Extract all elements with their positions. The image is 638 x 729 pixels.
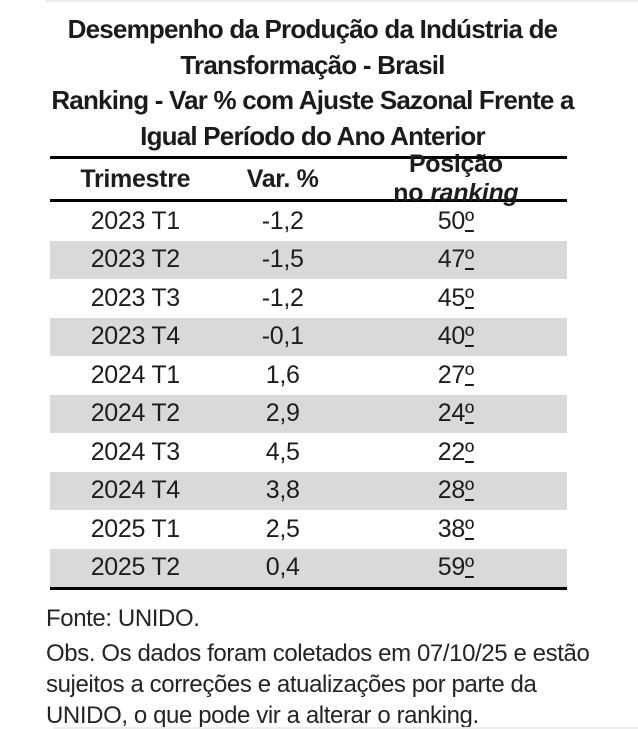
bottom-edge-artifact [53,727,638,729]
obs-line-1: Obs. Os dados foram coletados em 07/10/2… [46,640,590,667]
cell-trimestre: 2023 T2 [90,245,180,274]
cell-posicao: 40º [345,322,567,351]
table-row: 2023 T1 -1,2 50º [50,202,567,241]
ordinal-indicator: º [465,206,474,235]
cell-trimestre: 2024 T4 [90,476,180,505]
cell-var: 2,5 [265,514,300,543]
cell-posicao-number: 40 [437,322,466,351]
ranking-table: Trimestre Var. % Posição no ranking 2023 … [50,150,567,590]
table-row: 2024 T3 4,5 22º [50,433,567,472]
cell-posicao-number: 45 [437,283,466,312]
table-row: 2025 T1 2,5 38º [50,510,567,549]
ordinal-indicator: º [465,553,474,582]
ordinal-indicator: º [465,399,474,428]
cell-var: 1,6 [265,360,300,389]
cell-var: -1,2 [261,206,304,235]
col-header-posicao-text: Posição no [393,150,503,207]
title-line-1: Desempenho da Produção da Indústria de [67,14,559,44]
cell-var: 2,9 [265,399,300,428]
cell-var: 4,5 [265,437,300,466]
cell-var: -1,5 [261,245,304,274]
cell-trimestre: 2025 T2 [90,553,180,582]
col-header-posicao-ranking: Posição no ranking [345,150,567,208]
title-line-3: Ranking - Var % com Ajuste Sazonal Frent… [51,85,574,115]
col-header-var: Var. % [246,164,319,193]
ordinal-indicator: º [465,360,474,389]
ordinal-indicator: º [465,514,474,543]
table-row: 2024 T2 2,9 24º [50,394,567,433]
cell-posicao: 47º [345,245,567,274]
table-row: 2025 T2 0,4 59º [50,548,567,587]
obs-line-3: UNIDO, o que pode vir a alterar o rankin… [46,702,479,729]
cell-posicao: 27º [345,361,567,390]
cell-trimestre: 2025 T1 [90,514,180,543]
cell-trimestre: 2024 T2 [90,399,180,428]
title-line-4: Igual Período do Ano Anterior [140,120,485,151]
cell-posicao: 59º [345,553,567,582]
cell-var: -0,1 [261,322,304,351]
cell-trimestre: 2023 T1 [90,206,180,235]
cell-posicao-number: 28 [437,476,466,505]
ordinal-indicator: º [465,476,474,505]
table-row: 2024 T4 3,8 28º [50,471,567,510]
cell-var: 0,4 [265,553,300,582]
title-line-2: Transformação - Brasil [180,49,445,80]
cell-trimestre: 2023 T3 [90,283,180,312]
obs-line-2: sujeitos a correções e atualizações por … [46,671,537,698]
cell-posicao: 50º [345,207,567,236]
observation-note: Obs. Os dados foram coletados em 07/10/2… [46,638,590,729]
cell-posicao-number: 27 [437,360,466,389]
col-header-ranking-italic: ranking [430,179,519,207]
cell-trimestre: 2023 T4 [90,322,180,351]
col-header-trimestre: Trimestre [80,164,191,193]
cell-posicao-number: 50 [437,206,466,235]
cell-posicao-number: 22 [437,437,466,466]
ordinal-indicator: º [465,437,474,466]
cell-posicao: 22º [345,438,567,467]
table-row: 2024 T1 1,6 27º [50,356,567,395]
ordinal-indicator: º [465,283,474,312]
ordinal-indicator: º [465,245,474,274]
table-row: 2023 T3 -1,2 45º [50,279,567,318]
cell-posicao: 28º [345,476,567,505]
ordinal-indicator: º [465,322,474,351]
table-row: 2023 T4 -0,1 40º [50,317,567,356]
cell-posicao: 45º [345,284,567,313]
cell-posicao-number: 24 [437,399,466,428]
table-header-row: Trimestre Var. % Posição no ranking [50,150,567,207]
cell-trimestre: 2024 T3 [90,437,180,466]
cell-posicao-number: 59 [437,553,466,582]
cell-trimestre: 2024 T1 [90,360,180,389]
cell-posicao-number: 38 [437,514,466,543]
cell-var: -1,2 [261,283,304,312]
source-note: Fonte: UNIDO. [46,605,200,632]
top-edge-artifact [45,0,638,2]
chart-title: Desempenho da Produção da Indústria de T… [0,12,625,154]
cell-posicao-number: 47 [437,245,466,274]
cell-posicao: 38º [345,515,567,544]
cell-var: 3,8 [265,476,300,505]
table-row: 2023 T2 -1,5 47º [50,240,567,279]
cell-posicao: 24º [345,399,567,428]
